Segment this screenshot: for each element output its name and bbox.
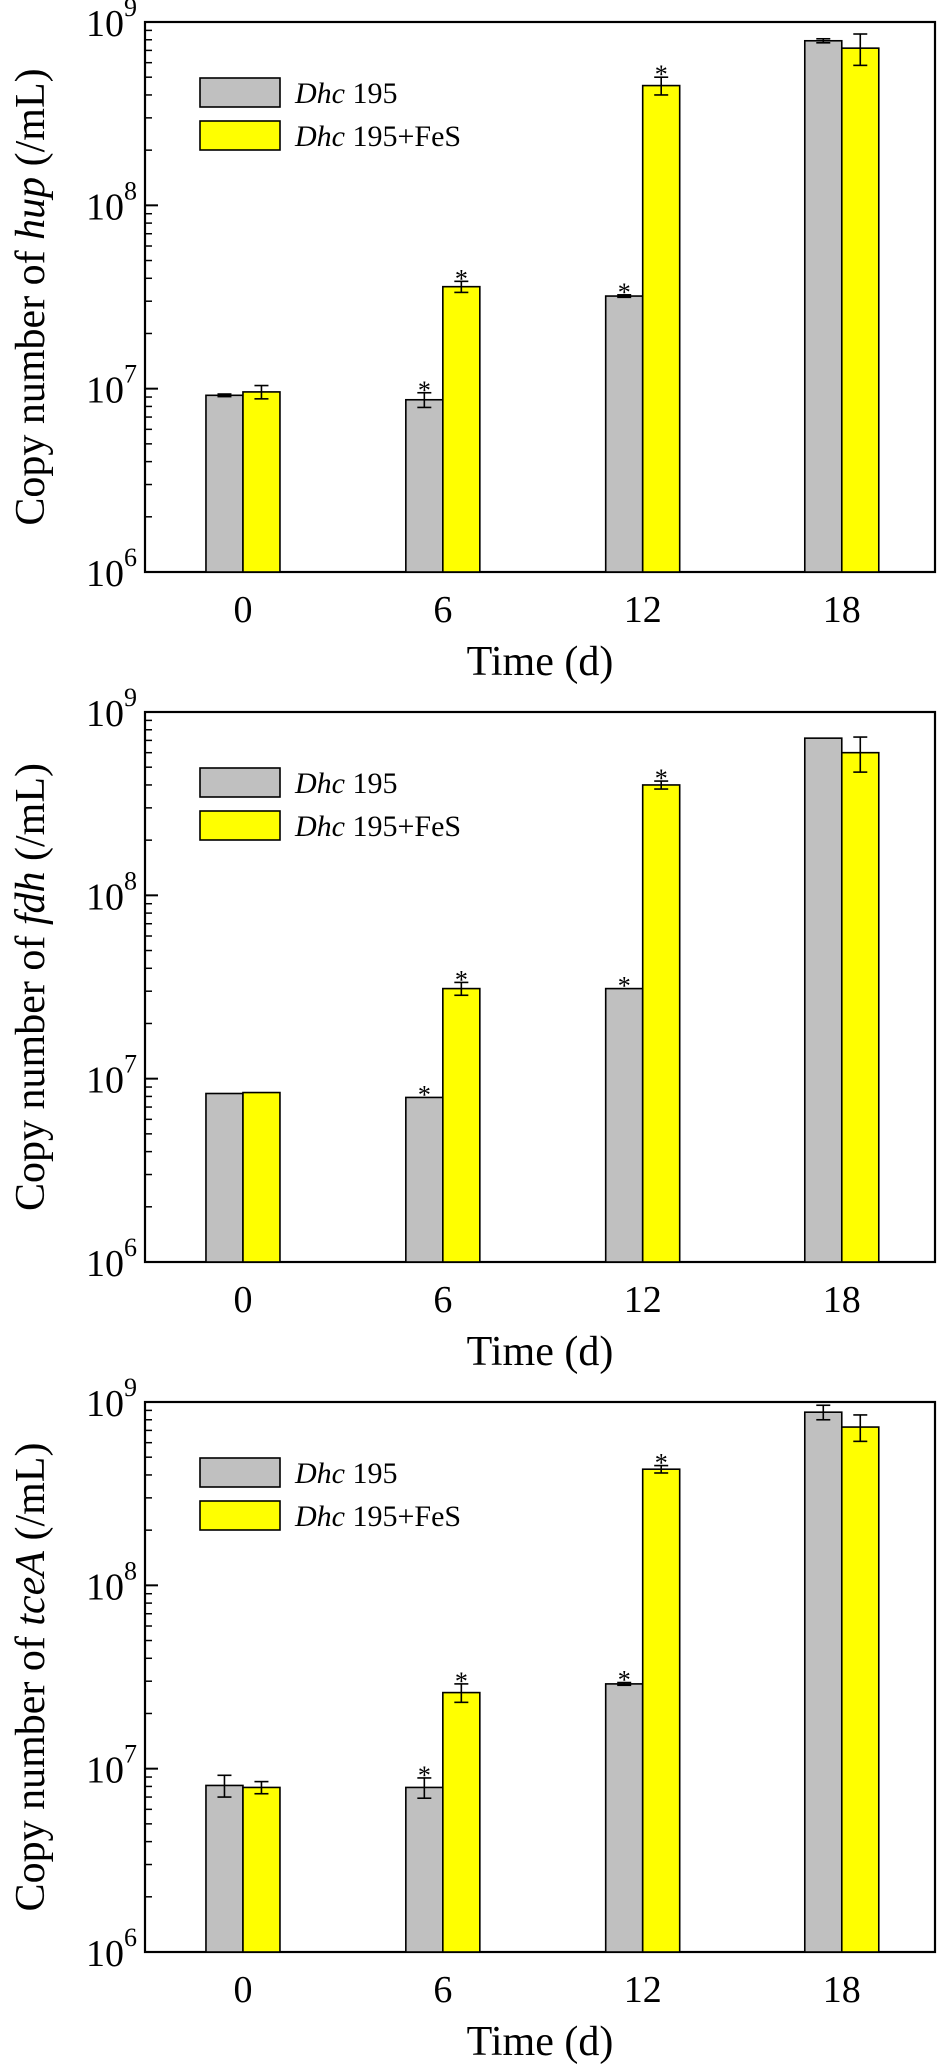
legend-swatch xyxy=(199,120,281,151)
significance-star: * xyxy=(618,972,631,1001)
x-tick-label: 0 xyxy=(233,1279,252,1321)
bar-dhc195-fes-day-12 xyxy=(641,784,681,1263)
bar-dhc195-day-12 xyxy=(604,987,644,1263)
bar-dhc195-fes-day-0 xyxy=(242,1786,281,1953)
significance-star: * xyxy=(618,278,631,307)
x-tick-label: 12 xyxy=(624,589,662,631)
x-axis-label: Time (d) xyxy=(467,2019,614,2065)
y-tick-label: 106 xyxy=(86,543,137,595)
x-tick-label: 18 xyxy=(823,1969,861,2011)
plot-frame xyxy=(143,20,937,574)
y-tick-label: 106 xyxy=(86,1923,137,1975)
x-tick-label: 0 xyxy=(233,1969,252,2011)
y-tick-label: 108 xyxy=(86,176,137,228)
bar-dhc195-fes-day-12 xyxy=(641,84,681,573)
y-tick-label: 108 xyxy=(86,866,137,918)
chart-panel-hup: 106 107 108 109 0 6 * * 12 * * 18 Dhc 195 Dhc 195+FeS… xyxy=(8,0,937,685)
legend-swatch xyxy=(199,810,281,841)
legend-label: Dhc 195+FeS xyxy=(294,1500,461,1533)
bar-dhc195-day-6 xyxy=(405,1096,444,1263)
bar-dhc195-fes-day-6 xyxy=(442,987,481,1263)
y-tick-label: 109 xyxy=(86,1373,137,1425)
chart-panel-fdh: 106 107 108 109 0 6 * * 12 * * 18 Dhc 195 Dhc 195+FeS… xyxy=(8,683,937,1375)
y-tick-label: 107 xyxy=(86,1050,137,1102)
significance-star: * xyxy=(618,1666,631,1695)
significance-star: * xyxy=(655,764,668,793)
bar-dhc195-day-12 xyxy=(604,1683,644,1953)
plot-frame xyxy=(143,1400,937,1954)
bar-dhc195-fes-day-18 xyxy=(840,751,880,1263)
bar-dhc195-fes-day-0 xyxy=(242,1091,281,1263)
bar-dhc195-day-0 xyxy=(205,394,244,573)
y-tick-label: 109 xyxy=(86,683,137,735)
bar-dhc195-day-18 xyxy=(803,737,843,1263)
legend-swatch xyxy=(199,1457,281,1488)
x-tick-label: 12 xyxy=(624,1279,662,1321)
x-axis-label: Time (d) xyxy=(467,1329,614,1375)
bar-dhc195-day-6 xyxy=(405,1786,444,1953)
significance-star: * xyxy=(455,1667,468,1696)
chart-panel-tceA: 106 107 108 109 0 6 * * 12 * * 18 Dhc 195 Dhc 195+FeS… xyxy=(8,1373,937,2065)
significance-star: * xyxy=(418,1761,431,1790)
x-tick-label: 0 xyxy=(233,589,252,631)
bar-dhc195-day-6 xyxy=(405,398,444,573)
x-tick-label: 18 xyxy=(823,589,861,631)
bar-dhc195-day-18 xyxy=(803,39,843,573)
y-tick-label: 106 xyxy=(86,1233,137,1285)
legend-label: Dhc 195+FeS xyxy=(294,120,461,153)
plot-frame xyxy=(143,710,937,1264)
bar-dhc195-fes-day-18 xyxy=(840,1426,880,1953)
bar-dhc195-day-0 xyxy=(205,1784,244,1953)
x-tick-label: 18 xyxy=(823,1279,861,1321)
bar-dhc195-fes-day-0 xyxy=(242,391,281,573)
bar-dhc195-day-0 xyxy=(205,1092,244,1263)
x-tick-label: 12 xyxy=(624,1969,662,2011)
bar-dhc195-day-12 xyxy=(604,295,644,573)
legend-label: Dhc 195+FeS xyxy=(294,810,461,843)
significance-star: * xyxy=(655,60,668,89)
legend-label: Dhc 195 xyxy=(294,767,397,800)
x-tick-label: 6 xyxy=(433,589,452,631)
bar-dhc195-fes-day-12 xyxy=(641,1468,681,1953)
legend-label: Dhc 195 xyxy=(294,1457,397,1490)
x-axis-label: Time (d) xyxy=(467,639,614,685)
legend-swatch xyxy=(199,767,281,798)
y-tick-label: 107 xyxy=(86,360,137,412)
legend-label: Dhc 195 xyxy=(294,77,397,110)
bar-dhc195-fes-day-6 xyxy=(442,1691,481,1953)
bar-dhc195-day-18 xyxy=(803,1411,843,1953)
bar-dhc195-fes-day-6 xyxy=(442,285,481,573)
significance-star: * xyxy=(418,1080,431,1109)
x-tick-label: 6 xyxy=(433,1969,452,2011)
bar-dhc195-fes-day-18 xyxy=(840,47,880,573)
significance-star: * xyxy=(455,264,468,293)
legend-swatch xyxy=(199,77,281,108)
x-tick-label: 6 xyxy=(433,1279,452,1321)
y-tick-label: 109 xyxy=(86,0,137,45)
significance-star: * xyxy=(455,965,468,994)
y-axis-label: Copy number of fdh (/mL) xyxy=(8,763,54,1211)
significance-star: * xyxy=(655,1449,668,1478)
legend-swatch xyxy=(199,1500,281,1531)
y-tick-label: 107 xyxy=(86,1740,137,1792)
y-axis-label: Copy number of hup (/mL) xyxy=(8,68,54,525)
y-axis-label: Copy number of tceA (/mL) xyxy=(8,1443,54,1912)
y-tick-label: 108 xyxy=(86,1556,137,1608)
significance-star: * xyxy=(418,376,431,405)
